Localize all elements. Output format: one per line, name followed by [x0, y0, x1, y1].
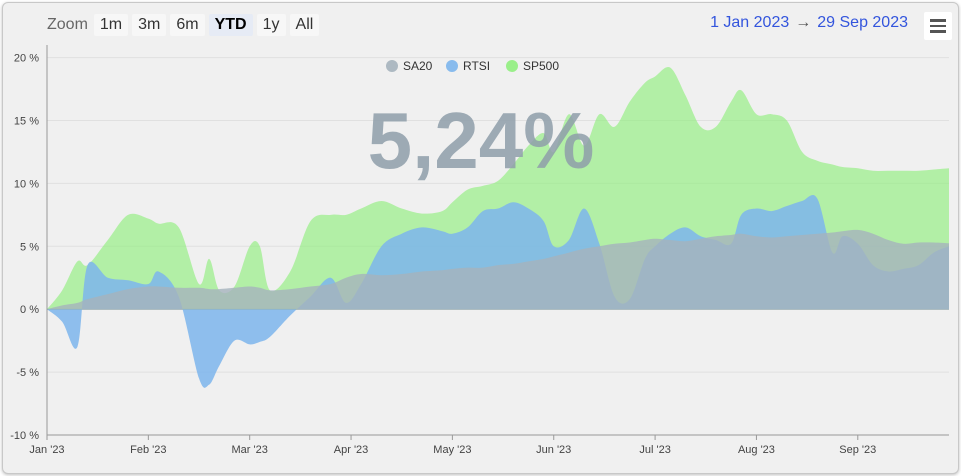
legend-item-rtsi[interactable]: RTSI: [446, 59, 490, 73]
zoom-all-button[interactable]: All: [289, 14, 320, 36]
legend-marker: [446, 60, 458, 72]
zoom-1y-button[interactable]: 1y: [256, 14, 286, 36]
legend-label: RTSI: [463, 59, 490, 73]
range-to-date[interactable]: 29 Sep 2023: [817, 14, 908, 31]
zoom-selector: Zoom 1m 3m 6m YTD 1y All: [47, 13, 320, 37]
legend-item-sa20[interactable]: SA20: [386, 59, 433, 73]
x-tick-label: Jul '23: [639, 444, 670, 456]
y-tick-label: 10 %: [14, 178, 39, 190]
legend: SA20 RTSI SP500: [386, 59, 559, 73]
current-value-label: 5,24%: [368, 96, 595, 185]
zoom-6m-button[interactable]: 6m: [170, 14, 205, 36]
x-tick-label: Feb '23: [130, 444, 166, 456]
zoom-ytd-button[interactable]: YTD: [208, 14, 253, 36]
x-tick-label: Mar '23: [232, 444, 268, 456]
x-tick-label: Jan '23: [29, 444, 64, 456]
menu-bar: [930, 19, 946, 22]
zoom-1m-button[interactable]: 1m: [93, 14, 129, 36]
axes: 20 % 15 % 10 % 5 % 0 % -5 % -10 % Jan '23 Feb '2…: [10, 45, 949, 456]
legend-marker: [386, 60, 398, 72]
range-from-date[interactable]: 1 Jan 2023: [710, 14, 790, 31]
y-tick-label: 0 %: [20, 304, 39, 316]
zoom-label: Zoom: [47, 16, 88, 33]
legend-item-sp500[interactable]: SP500: [506, 59, 559, 73]
y-tick-label: 15 %: [14, 115, 39, 127]
x-tick-label: Sep '23: [839, 444, 876, 456]
y-tick-label: 5 %: [20, 241, 39, 253]
x-tick-label: Jun '23: [536, 444, 571, 456]
x-tick-label: May '23: [433, 444, 471, 456]
x-tick-label: Aug '23: [738, 444, 775, 456]
area-chart: 20 % 15 % 10 % 5 % 0 % -5 % -10 % Jan '23 Feb '2…: [10, 45, 949, 456]
legend-label: SA20: [403, 59, 433, 73]
range-arrow-icon: →: [795, 14, 812, 31]
menu-bar: [930, 30, 946, 33]
y-tick-label: 20 %: [14, 53, 39, 65]
zoom-3m-button[interactable]: 3m: [132, 14, 167, 36]
y-tick-label: -5 %: [16, 367, 39, 379]
date-range: 1 Jan 2023 → 29 Sep 2023: [710, 14, 908, 32]
menu-bar: [930, 24, 946, 28]
hamburger-menu-icon[interactable]: [924, 12, 952, 40]
legend-label: SP500: [523, 59, 559, 73]
series-area-sa20: [47, 229, 949, 310]
series-areas: [47, 67, 949, 388]
x-tick-label: Apr '23: [334, 444, 369, 456]
legend-marker: [506, 60, 518, 72]
y-tick-label: -10 %: [10, 430, 39, 442]
